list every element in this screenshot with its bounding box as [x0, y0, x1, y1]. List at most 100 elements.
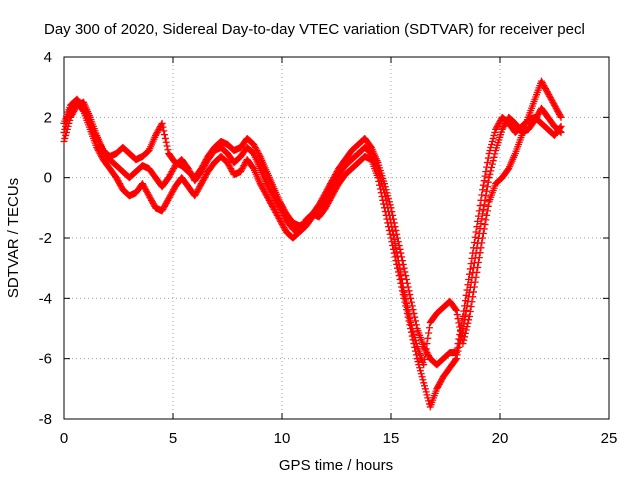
data-point — [438, 376, 446, 384]
data-point — [403, 279, 411, 287]
data-point — [324, 184, 332, 192]
data-point — [322, 202, 330, 210]
data-point — [395, 261, 403, 269]
data-point — [483, 183, 491, 191]
data-point — [382, 186, 390, 194]
data-point — [254, 148, 262, 156]
data-point — [467, 260, 475, 268]
data-point — [193, 187, 201, 195]
data-point — [330, 174, 338, 182]
data-point — [407, 321, 415, 329]
data-point — [459, 312, 467, 320]
data-point — [466, 308, 474, 316]
data-point — [465, 312, 473, 320]
data-point — [472, 273, 480, 281]
data-point — [476, 202, 484, 210]
data-point — [60, 137, 68, 145]
series-track-a — [60, 98, 565, 411]
data-point — [158, 119, 166, 127]
data-point — [275, 214, 283, 222]
data-point — [551, 103, 559, 111]
data-point — [461, 333, 469, 341]
data-point — [69, 109, 77, 117]
data-point — [457, 321, 465, 329]
data-point — [421, 382, 429, 390]
data-point — [544, 89, 552, 97]
data-point — [437, 377, 445, 385]
data-point — [546, 92, 554, 100]
data-point — [112, 174, 120, 182]
data-point — [409, 306, 417, 314]
data-point — [540, 82, 548, 90]
data-point — [159, 205, 167, 213]
data-point — [404, 307, 412, 315]
data-point — [269, 204, 277, 212]
data-point — [419, 376, 427, 384]
data-point — [367, 142, 375, 150]
data-point — [392, 226, 400, 234]
data-point — [425, 324, 433, 332]
data-point — [485, 174, 493, 182]
data-point — [401, 268, 409, 276]
data-point — [164, 146, 172, 154]
data-point — [477, 196, 485, 204]
data-point — [490, 153, 498, 161]
data-point — [255, 151, 263, 159]
data-point — [142, 186, 150, 194]
data-point — [411, 313, 419, 321]
data-point — [323, 186, 331, 194]
data-point — [257, 181, 265, 189]
data-point — [479, 205, 487, 213]
data-point — [491, 128, 499, 136]
data-point — [476, 249, 484, 257]
data-point — [470, 288, 478, 296]
data-point — [388, 208, 396, 216]
data-point — [391, 223, 399, 231]
data-point — [412, 340, 420, 348]
data-point — [552, 104, 560, 112]
data-point — [469, 293, 477, 301]
data-point — [537, 77, 545, 85]
data-point — [480, 225, 488, 233]
data-point — [542, 85, 550, 93]
data-point — [458, 317, 466, 325]
data-point — [406, 291, 414, 299]
data-point — [534, 110, 542, 118]
x-tick-label: 20 — [492, 430, 509, 447]
data-point — [116, 181, 124, 189]
data-point — [62, 131, 70, 139]
data-point — [163, 198, 171, 206]
data-point — [191, 192, 199, 200]
data-point — [240, 162, 248, 170]
data-point — [420, 343, 428, 351]
data-point — [555, 110, 563, 118]
data-point — [423, 349, 431, 357]
data-point — [224, 160, 232, 168]
data-point — [196, 183, 204, 191]
x-tick-label: 0 — [60, 430, 68, 447]
data-point — [152, 131, 160, 139]
data-point — [161, 134, 169, 142]
data-point — [67, 113, 75, 121]
data-point — [237, 168, 245, 176]
data-point — [493, 122, 501, 130]
data-point — [66, 116, 74, 124]
x-tick-label: 5 — [169, 430, 177, 447]
data-point — [479, 229, 487, 237]
data-point — [494, 121, 502, 129]
data-point — [322, 189, 330, 197]
data-point — [281, 207, 289, 215]
data-point — [465, 316, 473, 324]
data-point — [238, 165, 246, 173]
data-point — [423, 391, 431, 399]
data-point — [463, 323, 471, 331]
data-point — [479, 181, 487, 189]
data-point — [402, 272, 410, 280]
data-point — [399, 284, 407, 292]
data-point — [401, 292, 409, 300]
data-point — [398, 253, 406, 261]
data-point — [276, 198, 284, 206]
data-points — [60, 77, 565, 411]
data-point — [389, 211, 397, 219]
series-track-b — [60, 77, 565, 369]
